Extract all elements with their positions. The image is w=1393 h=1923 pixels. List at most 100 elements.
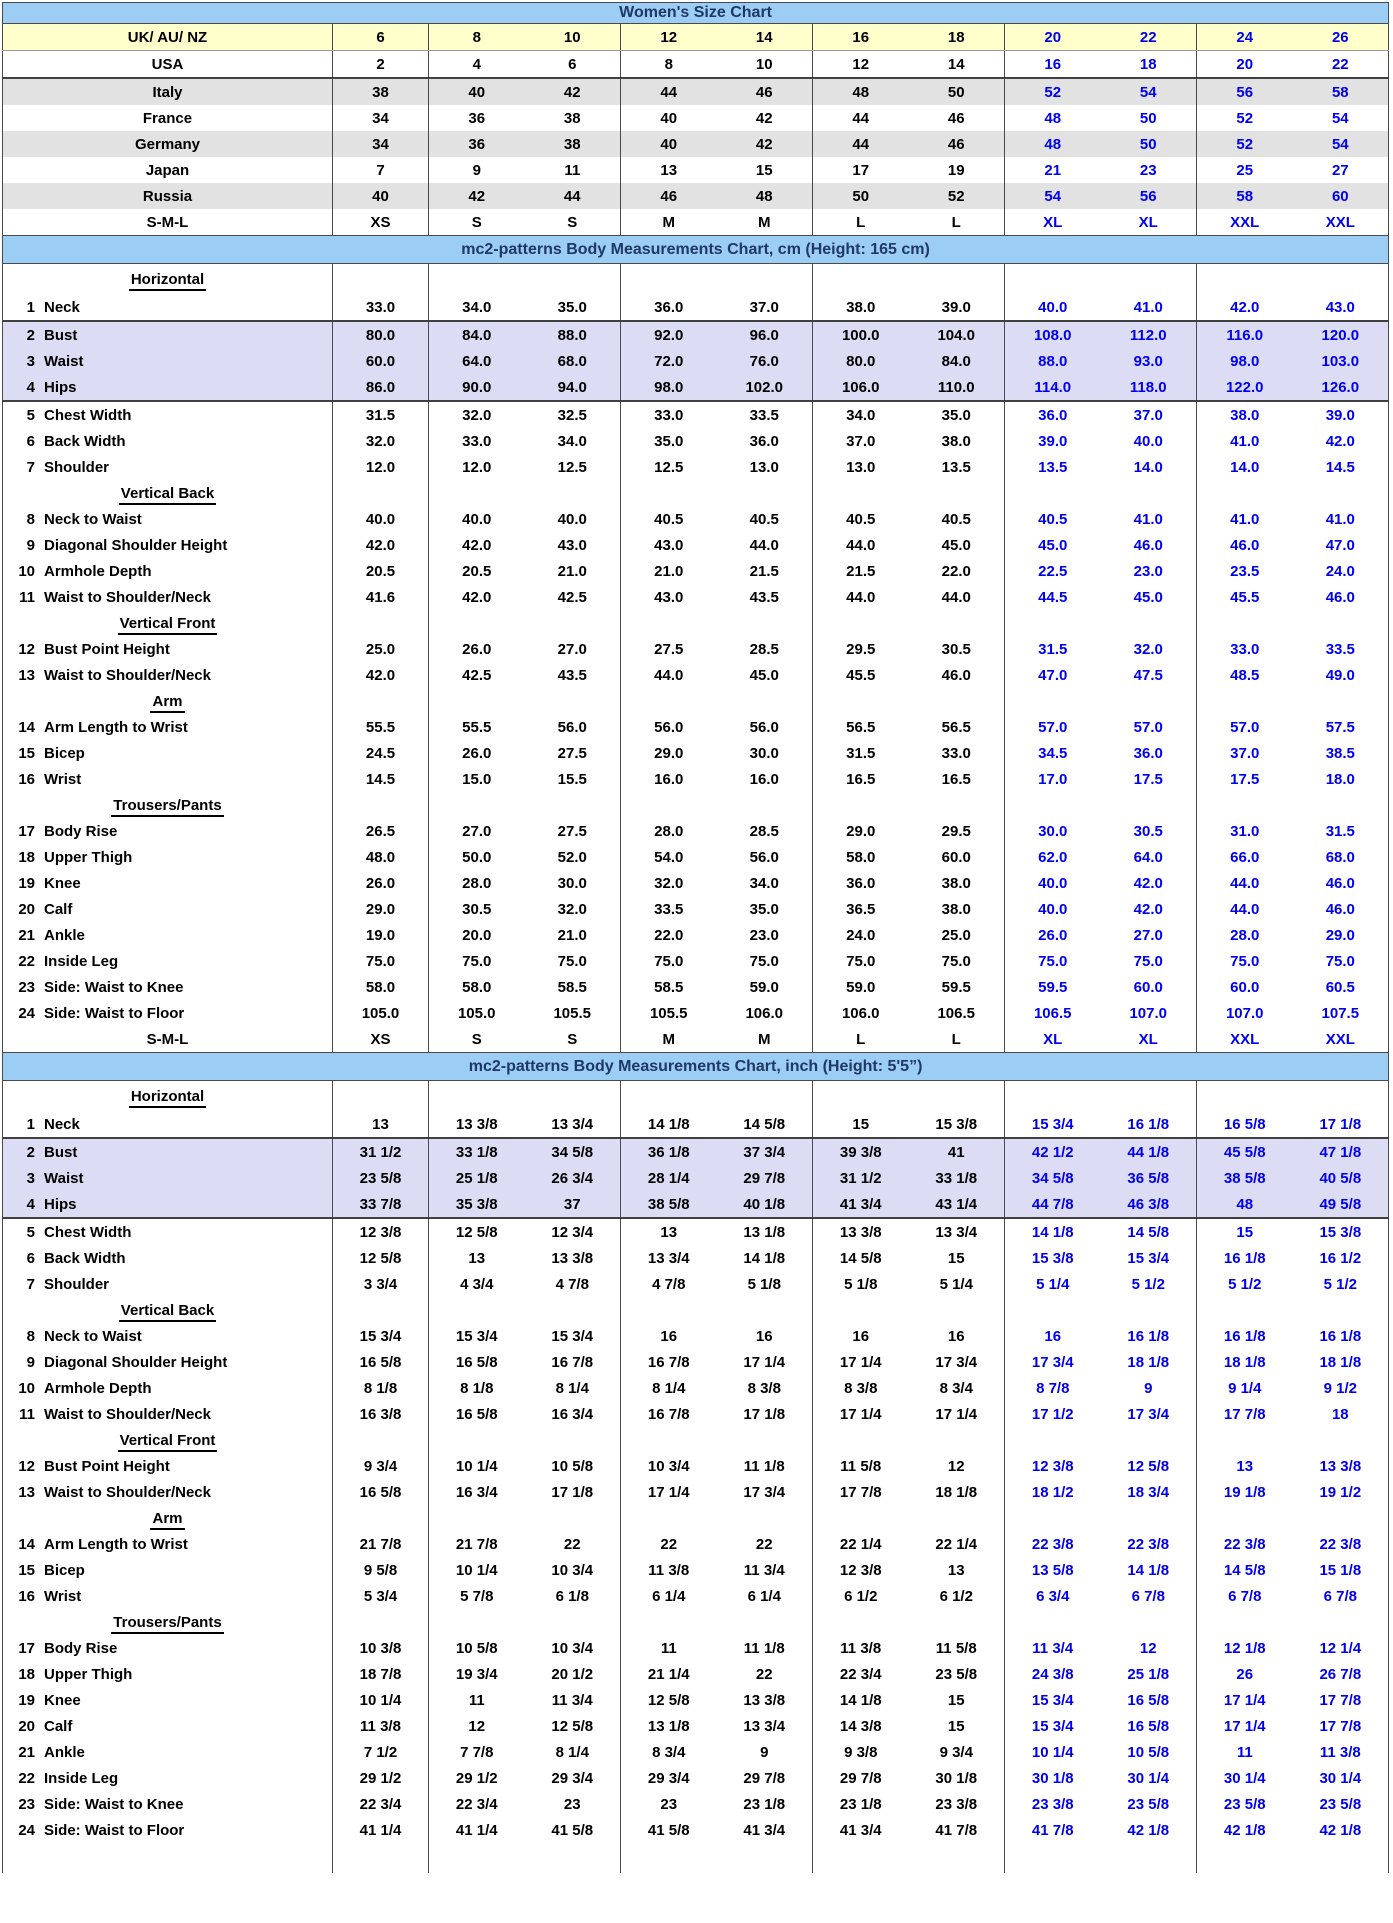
value-cell: 56 (1196, 78, 1293, 105)
value-cell: 42.5 (524, 584, 621, 610)
value-cell: 16 3/8 (332, 1401, 429, 1427)
value-cell: 54 (1292, 105, 1390, 131)
value-cell: 46.0 (1292, 584, 1390, 610)
value-cell: 27.0 (1100, 922, 1197, 948)
table-row: 11 Waist to Shoulder/Neck 41.6 42.0 42.5 43.0… (2, 584, 1390, 610)
table-row: 12 Bust Point Height 9 3/4 10 1/4 10 5/8 10 3… (2, 1453, 1390, 1479)
value-cell: XL (1100, 209, 1197, 236)
size-conversion-section: UK/ AU/ NZ 6 8 10 12 14 16 18 20 22 24 26 USA 2 4 6 8 10 1… (2, 23, 1390, 236)
value-cell (908, 792, 1005, 818)
value-cell: 16.5 (846, 770, 876, 788)
table-row: 24 Side: Waist to Floor 41 1/4 41 1/4 41 5/8… (2, 1817, 1390, 1843)
table-row: 21 Ankle 19.0 20.0 21.0 22.0 23.0 24.0 25.0 26.0 2… (2, 922, 1390, 948)
value-cell: 31.5 (332, 401, 429, 428)
value-cell: 18.0 (1292, 766, 1390, 792)
value-cell: 41 7/8 (1031, 1821, 1074, 1839)
value-cell: 42 1/8 (1100, 1817, 1197, 1843)
value-cell: 54 (1004, 183, 1101, 209)
value-cell: 16 5/8 (1100, 1713, 1197, 1739)
value-cell: 80.0 (332, 320, 429, 348)
row-number: 21 (18, 926, 35, 944)
value-cell: 35.0 (716, 896, 813, 922)
value-cell (813, 1297, 909, 1323)
value-cell: 30 1/4 (1100, 1765, 1197, 1791)
table-row: 24 Side: Waist to Floor 105.0 105.0 105.5 105… (2, 1000, 1390, 1026)
value-cell: 98.0 (1196, 348, 1293, 374)
row-label: Arm (2, 688, 333, 714)
value-cell: 17 3/4 (1031, 1353, 1074, 1371)
value-cell (908, 1609, 1005, 1635)
value-cell: 6 7/8 (1292, 1583, 1390, 1609)
value-cell: 46.0 (1230, 536, 1260, 554)
value-cell: 8 (620, 50, 717, 79)
table-row: 23 Side: Waist to Knee 58.0 58.0 58.5 58.5 59.… (2, 974, 1390, 1000)
value-cell (1005, 610, 1101, 636)
value-cell: 13 (660, 1223, 678, 1241)
value-cell: 6 3/4 (1036, 1587, 1070, 1605)
value-cell: 31 1/2 (332, 1137, 429, 1165)
value-cell (332, 1843, 429, 1873)
row-label: 6 Back Width (2, 428, 333, 454)
value-cell: 32.0 (462, 406, 492, 424)
value-cell (813, 1081, 909, 1112)
value-cell: 50.0 (462, 848, 492, 866)
value-cell: 15 (1236, 1223, 1254, 1241)
table-row: 2 Bust 80.0 84.0 88.0 92.0 96.0 100.0 104.0 108.0… (2, 320, 1390, 348)
row-number: 1 (26, 298, 35, 316)
value-cell: 75.0 (1230, 952, 1260, 970)
value-cell (1005, 1843, 1101, 1873)
value-cell: 22 1/4 (908, 1531, 1005, 1557)
row-label: 12 Bust Point Height (2, 1453, 333, 1479)
value-cell: L (856, 213, 866, 231)
value-cell: 46.0 (1292, 870, 1390, 896)
table-row: Japan 7 9 11 13 15 17 19 21 23 25 27 (2, 157, 1390, 183)
value-cell: 44.0 (1230, 874, 1260, 892)
value-cell: 13 (908, 1557, 1005, 1583)
value-cell: 12.0 (332, 454, 429, 480)
value-cell: 15 3/4 (332, 1323, 429, 1349)
value-cell: 12 3/8 (839, 1561, 882, 1579)
value-cell: 29 7/8 (839, 1769, 882, 1787)
value-cell: 18 1/8 (1292, 1349, 1390, 1375)
value-cell: S (524, 209, 621, 236)
value-cell: 59.0 (716, 974, 813, 1000)
value-cell: 33.0 (332, 294, 429, 321)
value-cell: 114.0 (1004, 374, 1101, 402)
value-cell: 35.0 (524, 294, 621, 321)
row-label: 20 Calf (2, 896, 333, 922)
value-cell: 16 1/2 (1292, 1245, 1390, 1271)
value-cell (429, 1843, 525, 1873)
value-cell (332, 1609, 429, 1635)
value-cell (1197, 480, 1293, 506)
value-cell: 45.0 (716, 662, 813, 688)
row-label: 16 Wrist (2, 766, 333, 792)
value-cell: 16 7/8 (647, 1353, 690, 1371)
row-number: 15 (18, 744, 35, 762)
value-cell (1100, 1609, 1197, 1635)
value-cell: 10 1/4 (455, 1561, 498, 1579)
value-cell: 10 3/4 (524, 1557, 621, 1583)
table-row: 20 Calf 11 3/8 12 12 5/8 13 1/8 13 3/4 14 3/8 15… (2, 1713, 1390, 1739)
value-cell: 37.0 (716, 294, 813, 321)
value-cell: 31.0 (1230, 822, 1260, 840)
value-cell (1100, 1427, 1197, 1453)
value-cell: 29 1/2 (455, 1769, 498, 1787)
value-cell: M (662, 213, 676, 231)
value-cell: 15 3/8 (908, 1111, 1005, 1138)
row-label: 5 Chest Width (2, 1218, 333, 1245)
title-section: Women's Size Chart (1, 2, 1390, 24)
row-number: 21 (18, 1743, 35, 1761)
value-cell: 110.0 (908, 374, 1005, 402)
value-cell: 27.5 (654, 640, 684, 658)
value-cell: 120.0 (1292, 320, 1390, 348)
value-cell (1005, 1609, 1101, 1635)
value-cell: 9 (472, 161, 481, 179)
value-cell: 15 3/8 (1031, 1249, 1074, 1267)
row-label: 7 Shoulder (2, 1271, 333, 1297)
value-cell: 27.5 (524, 818, 621, 844)
value-cell: M (716, 1026, 813, 1053)
subheader-text: Horizontal (128, 1087, 207, 1108)
row-number: 5 (26, 1223, 35, 1241)
value-cell: 45.0 (1100, 584, 1197, 610)
value-cell: 75.0 (1292, 948, 1390, 974)
